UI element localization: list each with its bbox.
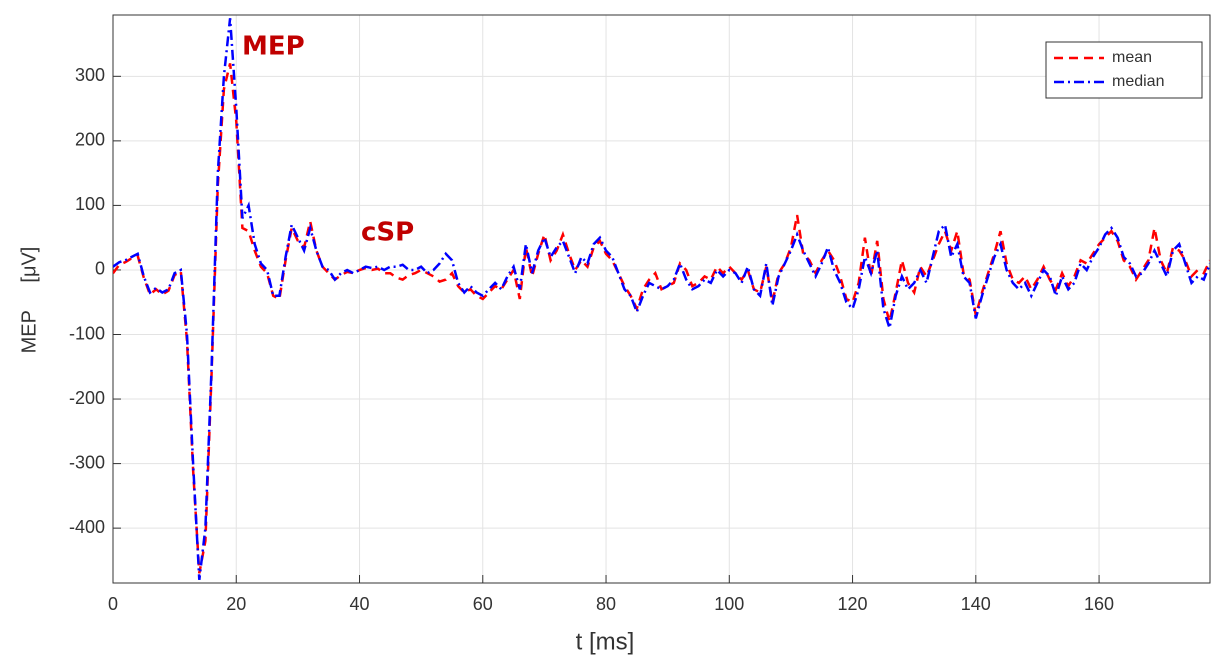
plot-area xyxy=(113,15,1210,583)
legend-box xyxy=(1045,41,1203,99)
annotation: cSP xyxy=(361,218,414,248)
y-tick-label: -400 xyxy=(69,517,105,537)
legend-label: median xyxy=(1112,73,1164,90)
annotation: MEP xyxy=(242,32,305,62)
x-tick-label: 100 xyxy=(714,594,744,614)
plot-frame xyxy=(112,14,1211,584)
x-axis-label: t [ms] xyxy=(576,628,635,655)
y-tick-label: -200 xyxy=(69,388,105,408)
legend-label: mean xyxy=(1112,49,1152,66)
x-tick-label: 40 xyxy=(350,594,370,614)
plot-lines xyxy=(113,18,1210,580)
series-line xyxy=(113,18,1210,580)
y-tick-label: 300 xyxy=(75,65,105,85)
x-tick-label: 120 xyxy=(838,594,868,614)
y-tick-label: 0 xyxy=(95,259,105,279)
y-tick-label: -300 xyxy=(69,452,105,472)
y-tick-label: -100 xyxy=(69,323,105,343)
y-axis-label: MEP [μV] xyxy=(18,247,40,354)
y-tick-label: 100 xyxy=(75,194,105,214)
x-tick-label: 60 xyxy=(473,594,493,614)
y-tick-label: 200 xyxy=(75,130,105,150)
x-tick-label: 0 xyxy=(108,594,118,614)
x-tick-label: 80 xyxy=(596,594,616,614)
x-tick-label: 160 xyxy=(1084,594,1114,614)
x-tick-label: 140 xyxy=(961,594,991,614)
x-tick-label: 20 xyxy=(226,594,246,614)
series-line xyxy=(113,63,1210,574)
